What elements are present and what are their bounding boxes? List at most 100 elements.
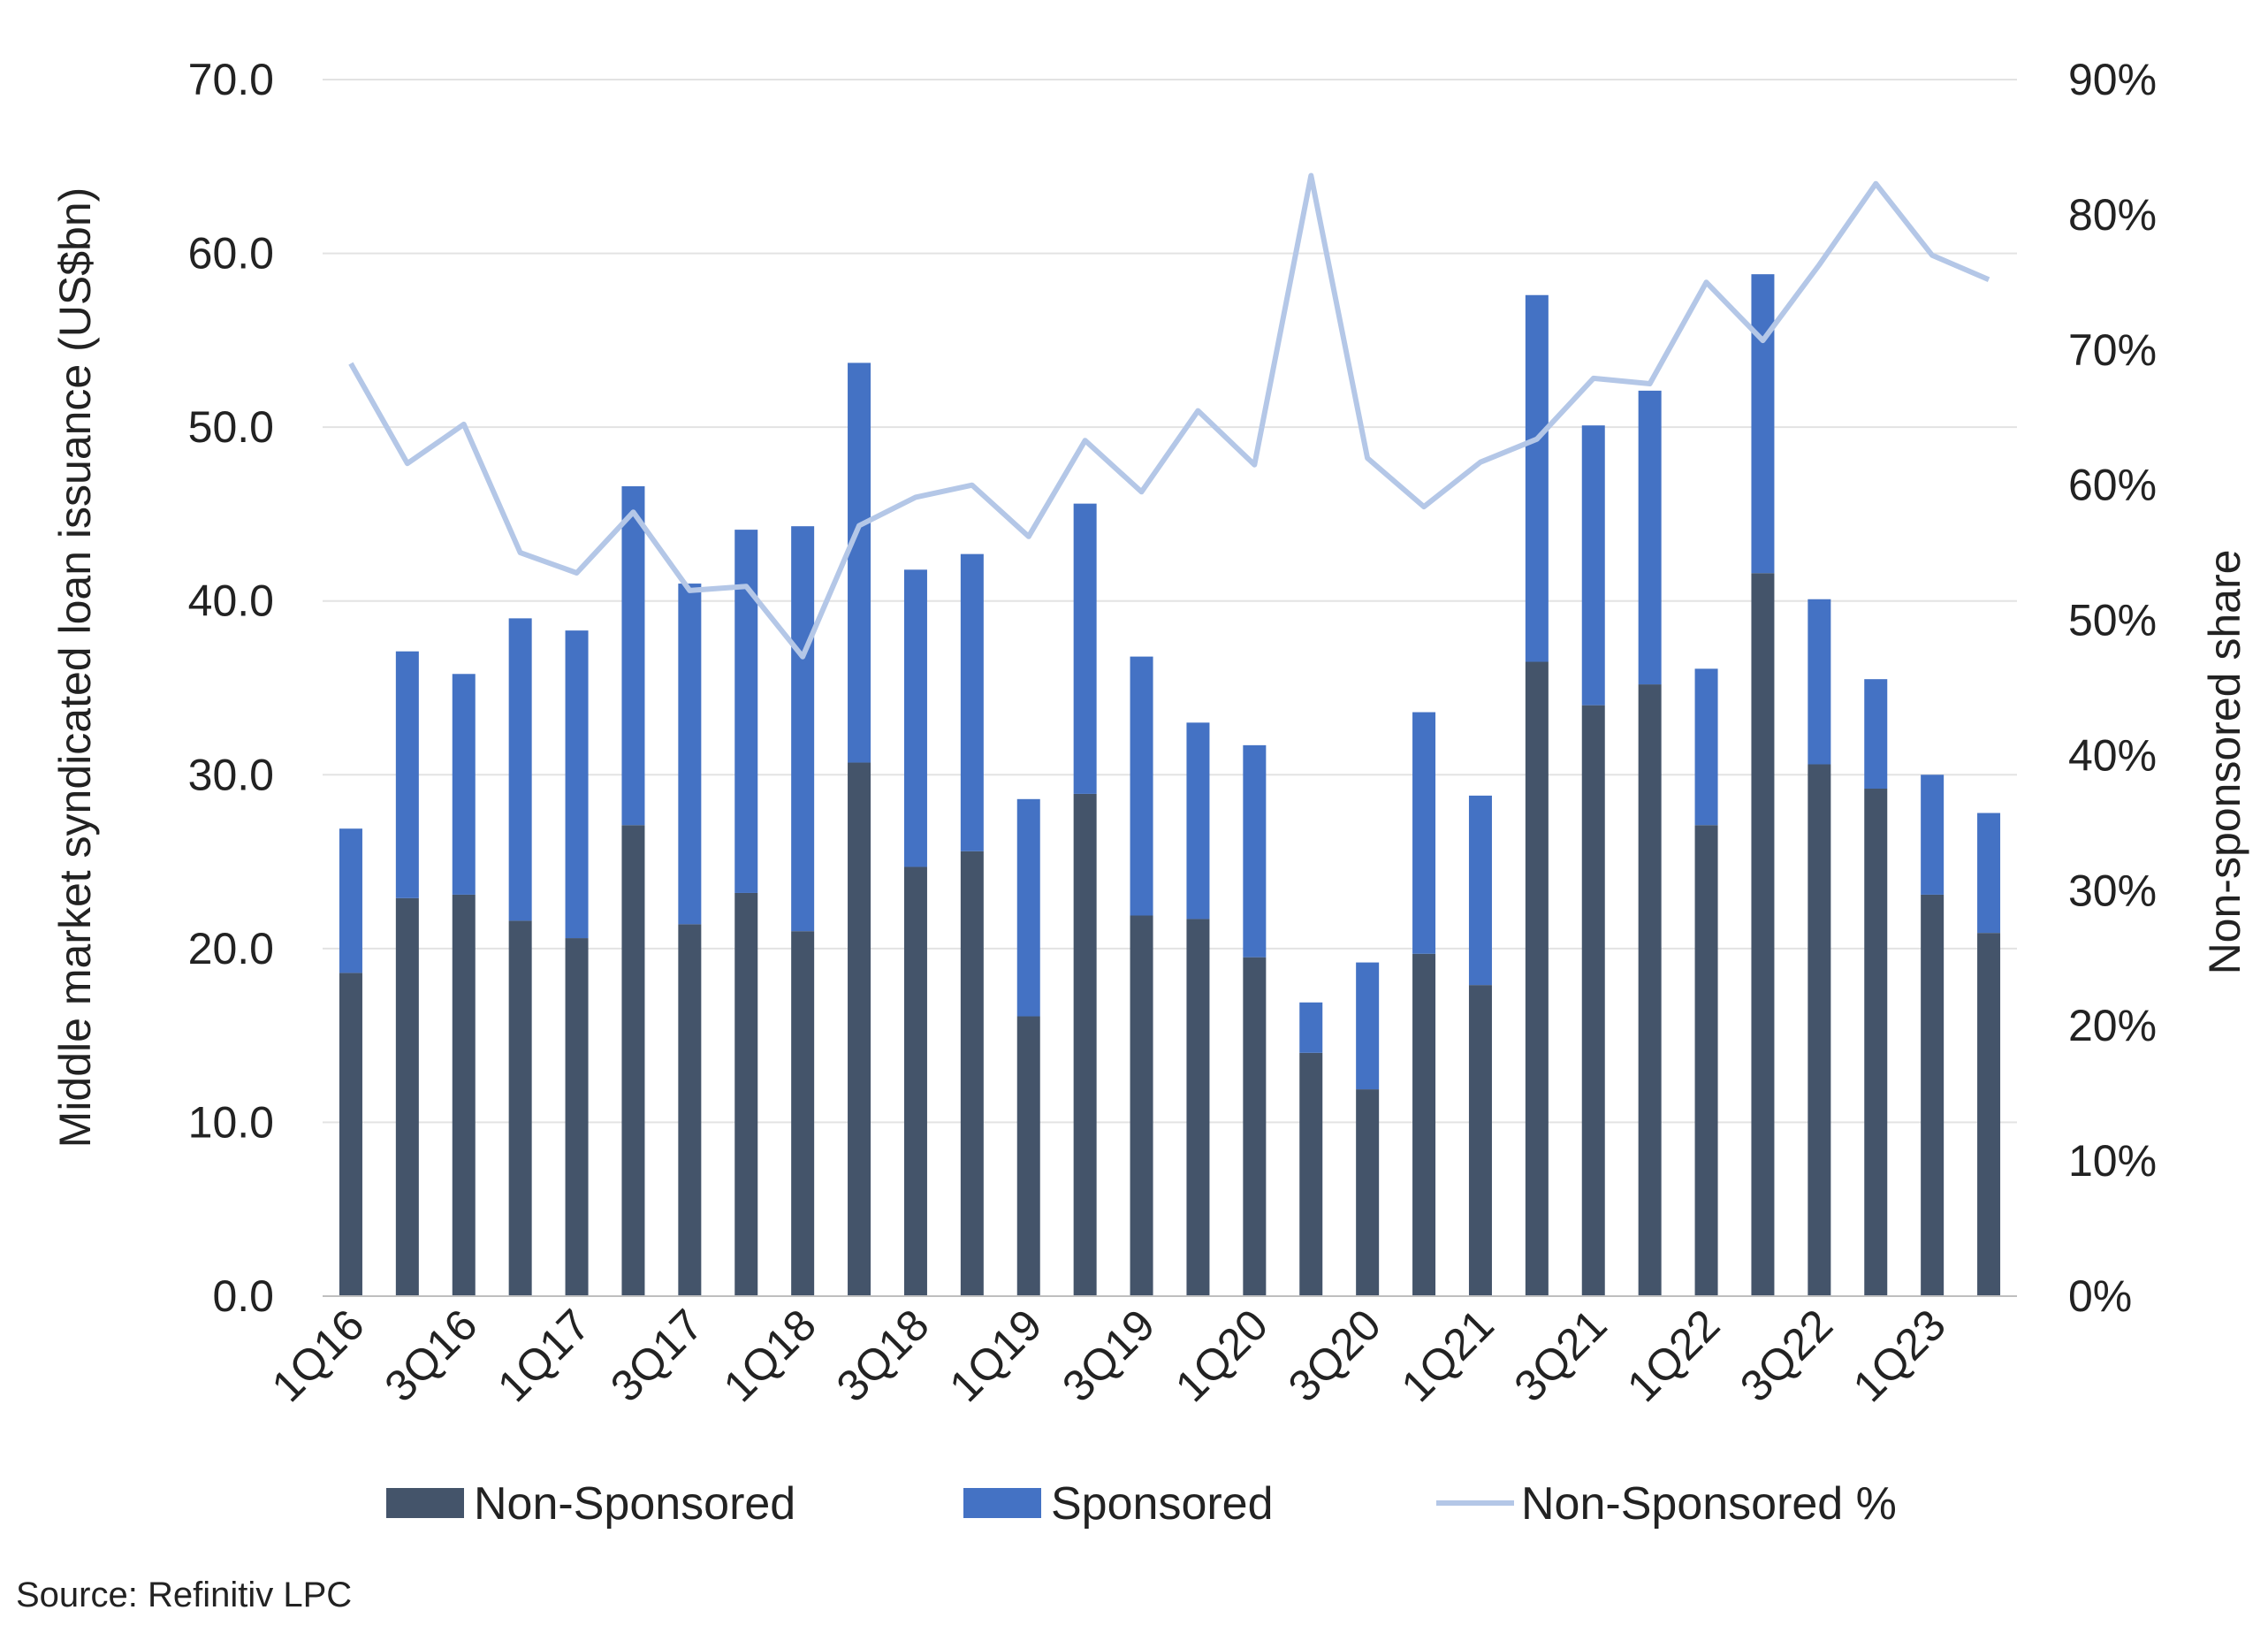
bar-sponsored (1412, 712, 1436, 954)
x-tick-label: 3Q22 (1731, 1300, 1842, 1411)
x-tick-label: 3Q18 (827, 1300, 939, 1411)
bar-non-sponsored (1864, 789, 1888, 1296)
x-tick-label: 3Q20 (1279, 1300, 1390, 1411)
x-tick-label: 1Q16 (263, 1300, 374, 1411)
bar-sponsored (395, 651, 419, 898)
bars (339, 274, 2001, 1296)
bar-sponsored (960, 553, 984, 851)
x-tick-label: 1Q21 (1392, 1300, 1503, 1411)
x-tick-label: 1Q18 (714, 1300, 826, 1411)
legend-label-non-sponsored: Non-Sponsored (474, 1478, 795, 1530)
share-line (348, 172, 1990, 660)
bar-sponsored (508, 618, 532, 921)
bar-non-sponsored (1525, 661, 1549, 1296)
bar-sponsored (565, 630, 589, 939)
x-tick-label: 1Q19 (940, 1300, 1051, 1411)
bar-non-sponsored (1808, 764, 1831, 1296)
source-note: Source: Refinitiv LPC (16, 1576, 353, 1614)
bar-non-sponsored (1468, 985, 1492, 1296)
bar-non-sponsored (1412, 953, 1436, 1296)
bar-non-sponsored (339, 973, 362, 1296)
bar-non-sponsored (1977, 933, 2001, 1296)
x-tick-label: 3Q16 (375, 1300, 486, 1411)
bar-sponsored (1016, 798, 1040, 1017)
bar-non-sponsored (1299, 1052, 1323, 1296)
bar-non-sponsored (395, 897, 419, 1296)
bar-sponsored (1638, 390, 1662, 685)
y-tick-label: 40.0 (188, 576, 274, 626)
bar-sponsored (1581, 425, 1605, 706)
legend-swatch-non-sponsored (386, 1488, 464, 1518)
bar-sponsored (1130, 656, 1153, 916)
y2-tick-label: 10% (2068, 1136, 2157, 1186)
legend: Non-Sponsored Sponsored Non-Sponsored % (386, 1478, 1897, 1530)
x-axis-ticks: 1Q16 3Q16 1Q17 3Q17 1Q18 3Q18 1Q19 3Q19 1Q20 3Q20… (263, 1300, 1955, 1411)
bar-sponsored (848, 362, 871, 763)
bar-sponsored (1525, 294, 1549, 662)
x-tick-label: 3Q19 (1053, 1300, 1164, 1411)
bar-non-sponsored (734, 892, 758, 1296)
bar-non-sponsored (508, 920, 532, 1296)
bar-non-sponsored (1581, 705, 1605, 1296)
bar-sponsored (452, 674, 476, 895)
y2-tick-label: 40% (2068, 730, 2157, 780)
bar-sponsored (1073, 503, 1097, 794)
y2-tick-label: 0% (2068, 1271, 2132, 1321)
legend-label-sponsored: Sponsored (1051, 1478, 1274, 1530)
y-axis-title: Middle market syndicated loan issuance (… (50, 187, 100, 1148)
y-tick-label: 30.0 (188, 750, 274, 799)
bar-sponsored (1468, 795, 1492, 986)
bar-sponsored (339, 828, 362, 973)
bar-sponsored (1921, 775, 1945, 895)
bar-sponsored (791, 526, 815, 932)
bar-non-sponsored (903, 866, 927, 1296)
y2-tick-label: 60% (2068, 461, 2157, 510)
bar-non-sponsored (960, 851, 984, 1296)
bar-non-sponsored (1638, 684, 1662, 1296)
x-tick-label: 1Q17 (488, 1300, 599, 1411)
y-tick-label: 70.0 (188, 55, 274, 104)
y2-tick-label: 50% (2068, 596, 2157, 645)
bar-non-sponsored (1016, 1016, 1040, 1296)
y2-tick-label: 30% (2068, 866, 2157, 915)
bar-non-sponsored (1694, 825, 1718, 1296)
bar-sponsored (1694, 668, 1718, 826)
bar-non-sponsored (678, 924, 702, 1296)
bar-non-sponsored (791, 931, 815, 1296)
bar-sponsored (678, 584, 702, 925)
bar-sponsored (1243, 744, 1267, 958)
line-non-sponsored-pct (348, 172, 1990, 660)
bar-sponsored (1864, 679, 1888, 790)
y2-tick-label: 90% (2068, 55, 2157, 104)
bar-non-sponsored (1130, 915, 1153, 1296)
bar-non-sponsored (1921, 894, 1945, 1296)
y2-tick-label: 80% (2068, 190, 2157, 240)
bar-non-sponsored (1751, 573, 1775, 1296)
bar-sponsored (903, 569, 927, 867)
y2-axis-ticks: 0% 10% 20% 30% 40% 50% 60% 70% 80% 90% (2068, 55, 2157, 1321)
bar-sponsored (1808, 599, 1831, 765)
bar-non-sponsored (848, 762, 871, 1296)
x-tick-label: 1Q22 (1617, 1300, 1729, 1411)
bar-sponsored (1356, 962, 1380, 1090)
legend-swatch-sponsored (963, 1488, 1041, 1518)
gridlines (323, 79, 2017, 1124)
bar-non-sponsored (1186, 919, 1210, 1296)
y-tick-label: 0.0 (212, 1271, 274, 1321)
x-tick-label: 3Q17 (601, 1300, 712, 1411)
y-axis-ticks: 0.0 10.0 20.0 30.0 40.0 50.0 60.0 70.0 (188, 55, 274, 1321)
legend-label-non-sponsored-pct: Non-Sponsored % (1521, 1478, 1897, 1530)
x-tick-label: 1Q23 (1844, 1300, 1955, 1411)
bar-non-sponsored (452, 894, 476, 1296)
x-tick-label: 3Q21 (1504, 1300, 1616, 1411)
bar-non-sponsored (1243, 957, 1267, 1296)
y2-axis-title: Non-sponsored share (2200, 550, 2249, 975)
bar-sponsored (1977, 813, 2001, 934)
bar-non-sponsored (1356, 1089, 1380, 1296)
bar-non-sponsored (1073, 793, 1097, 1296)
bar-non-sponsored (565, 938, 589, 1296)
y-tick-label: 20.0 (188, 924, 274, 973)
bar-sponsored (1299, 1002, 1323, 1053)
bar-sponsored (1751, 274, 1775, 574)
